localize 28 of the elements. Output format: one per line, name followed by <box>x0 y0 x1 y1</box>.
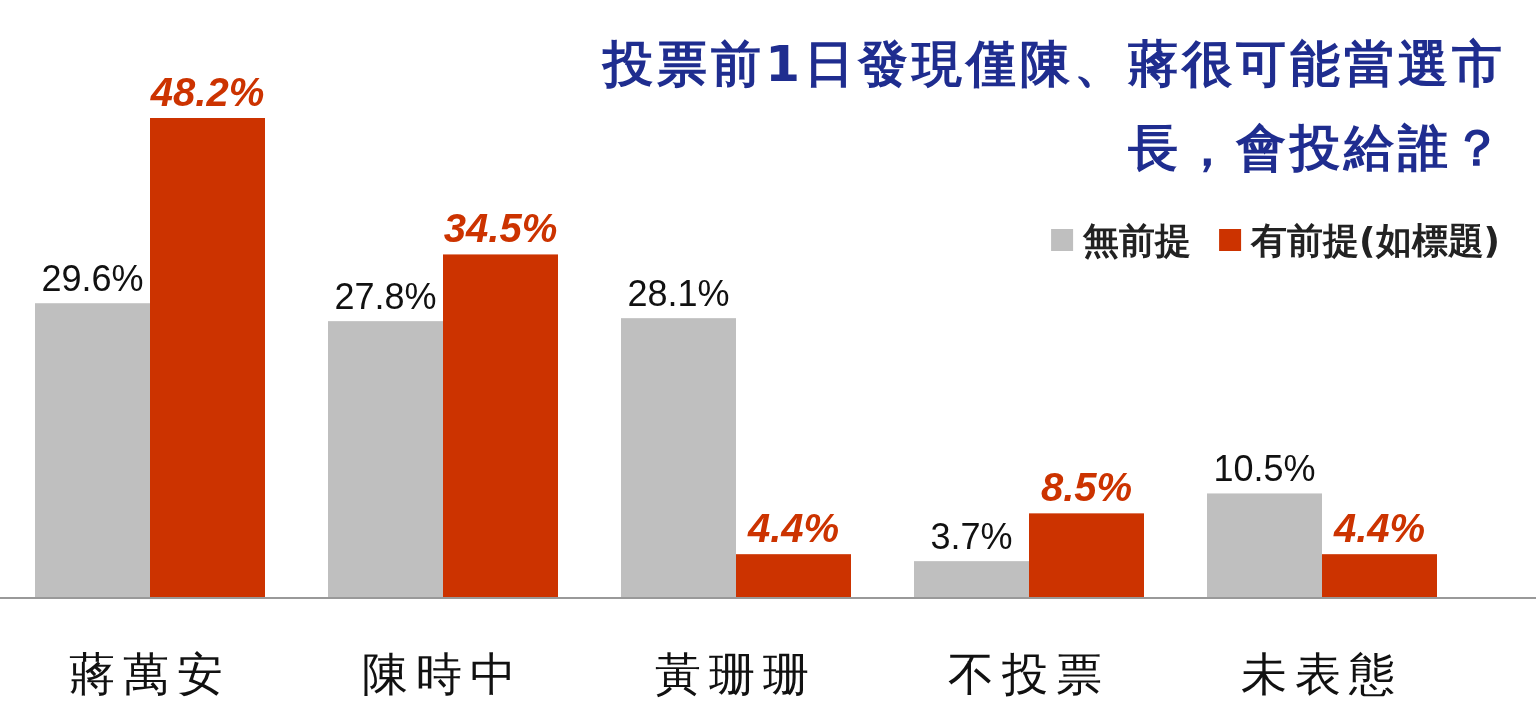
data-label: 3.7% <box>930 516 1013 558</box>
data-label: 28.1% <box>627 273 730 315</box>
data-label: 34.5% <box>443 206 558 251</box>
bar <box>150 118 265 598</box>
data-label: 4.4% <box>746 506 840 551</box>
chart-title: 投票前1日發現僅陳、蔣很可能當選市長，會投給誰？ <box>600 34 1506 179</box>
legend-label: 無前提 <box>1082 220 1192 261</box>
x-tick-label: 蔣萬安 <box>69 647 231 701</box>
bar <box>621 318 736 598</box>
data-label: 8.5% <box>1040 465 1133 510</box>
data-label: 29.6% <box>41 258 144 300</box>
data-label: 48.2% <box>149 70 265 114</box>
x-tick-label: 未表態 <box>1241 647 1403 701</box>
legend-label: 有前提(如標題) <box>1250 220 1500 261</box>
bar <box>1029 513 1144 598</box>
data-label: 10.5% <box>1213 448 1316 490</box>
bar <box>736 554 851 598</box>
x-tick-label: 陳時中 <box>362 647 524 701</box>
bar <box>443 254 558 598</box>
bar <box>1207 493 1322 598</box>
bar <box>914 561 1029 598</box>
data-label: 27.8% <box>334 276 437 318</box>
data-label: 4.4% <box>1332 506 1426 551</box>
x-tick-label: 不投票 <box>948 647 1110 701</box>
bar <box>328 321 443 598</box>
bar <box>1322 554 1437 598</box>
bar <box>35 303 150 598</box>
x-tick-label: 黃珊珊 <box>655 647 817 701</box>
